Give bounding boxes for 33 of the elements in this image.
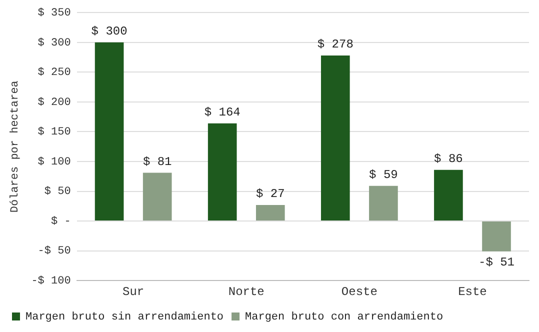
- bar: [256, 204, 285, 221]
- data-label: $ 27: [256, 187, 285, 202]
- data-label: $ 81: [142, 154, 172, 169]
- x-tick-label: Sur: [122, 284, 144, 299]
- y-tick-label: $ 300: [38, 37, 71, 50]
- bar: [208, 123, 237, 221]
- x-tick-label: Este: [458, 284, 487, 299]
- data-label: -$ 51: [478, 256, 515, 270]
- bar: [434, 170, 463, 221]
- bar: [369, 186, 398, 221]
- y-tick-label: $ 50: [44, 186, 71, 198]
- y-tick-label: -$ 100: [31, 276, 71, 288]
- data-label: $ 86: [434, 152, 463, 166]
- y-tick-label: -$ 50: [38, 246, 71, 258]
- bar: [482, 222, 511, 252]
- y-tick-label: $ -: [50, 216, 71, 228]
- legend-label: Margen bruto con arrendamiento: [245, 311, 444, 324]
- bar: [94, 42, 124, 221]
- y-tick-label: $ 200: [38, 96, 71, 109]
- data-label: $ 300: [91, 24, 128, 39]
- data-label: $ 278: [317, 38, 354, 52]
- x-tick-label: Oeste: [341, 284, 378, 299]
- y-tick-label: $ 350: [38, 8, 71, 20]
- y-tick-label: $ 150: [38, 126, 71, 139]
- legend-label: Margen bruto sin arrendamiento: [26, 311, 224, 324]
- bar: [320, 55, 350, 221]
- y-tick-label: $ 100: [38, 156, 71, 168]
- data-label: $ 59: [369, 168, 398, 182]
- y-axis-title: Dólares por hectarea: [10, 80, 22, 213]
- x-tick-label: Norte: [228, 284, 264, 299]
- y-tick-label: $ 250: [38, 67, 71, 80]
- data-label: $ 164: [204, 106, 240, 120]
- bar: [142, 172, 172, 221]
